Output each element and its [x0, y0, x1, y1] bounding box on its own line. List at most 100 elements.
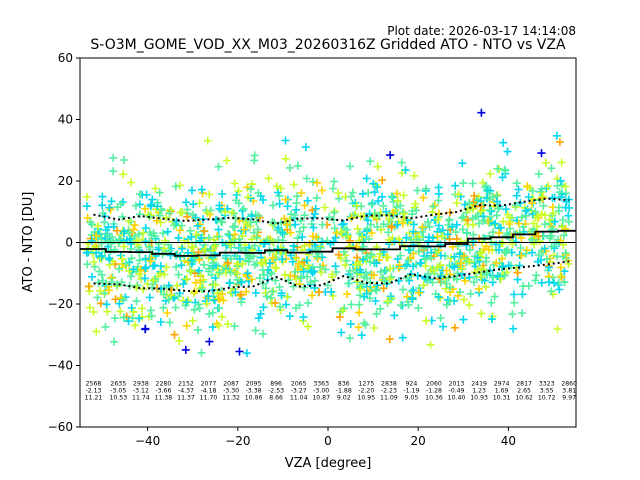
data-point — [331, 233, 340, 242]
data-point — [337, 227, 346, 236]
data-point — [510, 298, 519, 307]
data-point — [491, 219, 500, 228]
data-point — [348, 188, 357, 197]
data-point — [155, 211, 164, 220]
data-point — [450, 263, 459, 272]
data-point — [304, 322, 312, 331]
data-point — [552, 131, 561, 140]
data-point — [316, 243, 325, 252]
data-point — [550, 279, 559, 288]
data-point — [290, 180, 298, 189]
x-tick-label: 20 — [411, 434, 426, 448]
data-point — [159, 303, 168, 312]
data-point — [450, 323, 459, 332]
data-point — [309, 223, 318, 232]
data-point — [360, 273, 369, 281]
data-point — [371, 285, 380, 294]
data-point — [260, 239, 269, 248]
data-point — [422, 316, 431, 325]
data-point — [470, 191, 479, 200]
bin-count-label: 2013 — [449, 381, 465, 388]
bin-std-label: 10.87 — [312, 395, 330, 402]
data-point — [547, 242, 556, 251]
data-point — [191, 278, 200, 287]
data-point — [119, 295, 128, 304]
data-point — [434, 196, 443, 205]
data-point — [547, 226, 556, 235]
data-point — [424, 269, 433, 278]
data-point — [272, 264, 281, 273]
data-point — [434, 215, 443, 224]
data-point — [139, 285, 148, 294]
data-point — [346, 236, 354, 245]
data-point — [518, 290, 527, 299]
data-point — [379, 220, 388, 229]
data-point — [178, 244, 187, 253]
data-point — [190, 305, 199, 314]
data-point — [247, 235, 256, 244]
data-point — [385, 335, 394, 344]
data-point — [318, 220, 327, 229]
data-point — [132, 297, 141, 306]
data-point — [312, 252, 321, 261]
data-point — [500, 271, 509, 280]
bin-mean-label: -3.12 — [133, 388, 149, 395]
data-point — [160, 244, 169, 253]
data-point — [413, 186, 422, 195]
data-point — [494, 204, 503, 213]
data-point — [528, 187, 537, 195]
data-point — [210, 242, 219, 251]
data-point — [545, 278, 553, 286]
data-point — [404, 300, 413, 309]
data-point — [205, 337, 214, 346]
data-point — [561, 249, 570, 257]
data-point — [242, 270, 250, 279]
data-point — [330, 208, 339, 217]
data-point — [98, 192, 107, 201]
data-point — [147, 311, 156, 320]
data-point — [289, 242, 298, 251]
data-point — [508, 310, 517, 319]
data-point — [149, 276, 158, 285]
data-point — [260, 255, 269, 264]
data-point — [259, 303, 268, 312]
data-point — [301, 143, 310, 152]
bin-mean-label: -0.49 — [448, 388, 464, 395]
data-point — [541, 211, 550, 220]
data-point — [470, 278, 478, 287]
bin-mean-label: 3.81 — [562, 388, 576, 395]
bin-std-label: 10.53 — [109, 395, 127, 402]
bin-count-label: 2419 — [471, 381, 487, 388]
data-point — [404, 256, 413, 265]
data-point — [175, 181, 184, 190]
data-point — [492, 259, 501, 267]
data-point — [92, 248, 101, 257]
data-point — [502, 229, 511, 238]
data-point — [258, 329, 267, 338]
data-point — [544, 182, 552, 191]
data-point — [153, 202, 162, 211]
data-point — [294, 259, 303, 268]
data-point — [85, 303, 94, 312]
data-point — [184, 296, 192, 305]
data-point — [325, 213, 334, 222]
data-point — [418, 223, 427, 232]
data-point — [553, 325, 562, 333]
data-point — [518, 309, 527, 317]
data-point — [346, 320, 355, 329]
bin-mean-label: -2.13 — [85, 388, 101, 395]
data-point — [315, 288, 323, 297]
data-point — [392, 202, 401, 211]
data-point — [409, 227, 418, 236]
data-point — [235, 255, 244, 264]
data-point — [320, 203, 329, 212]
data-point — [450, 252, 459, 261]
data-point — [291, 267, 300, 276]
data-point — [366, 157, 375, 166]
data-point — [87, 220, 96, 229]
data-point — [299, 223, 308, 232]
data-point — [214, 162, 223, 171]
data-point — [338, 220, 346, 229]
bin-mean-label: -1.28 — [426, 388, 442, 395]
data-point — [254, 211, 263, 220]
